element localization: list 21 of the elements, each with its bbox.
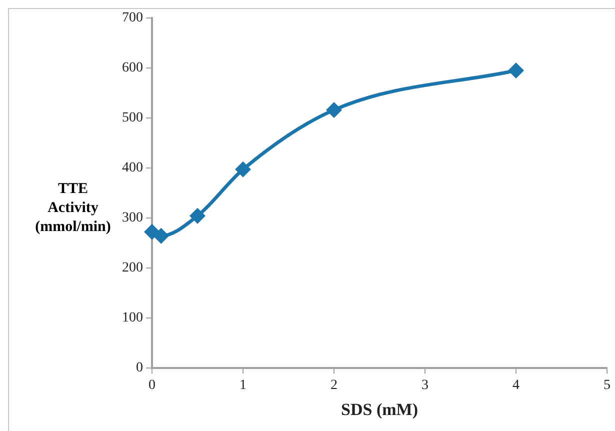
y-tick-label: 400 bbox=[122, 160, 143, 176]
x-axis-title: SDS (mM) bbox=[341, 400, 418, 420]
y-tick-label: 300 bbox=[122, 210, 143, 226]
x-tick-label: 3 bbox=[422, 378, 428, 393]
x-tick-label: 0 bbox=[148, 378, 156, 393]
x-tick-label: 2 bbox=[330, 378, 338, 393]
point bbox=[326, 102, 342, 118]
y-tick-label: 100 bbox=[122, 310, 143, 326]
y-tick-label: 600 bbox=[122, 60, 143, 76]
point bbox=[153, 228, 170, 244]
y-tick-label: 200 bbox=[122, 260, 143, 276]
y-tick-label: 500 bbox=[122, 110, 143, 126]
y-tick-label: 0 bbox=[136, 360, 143, 376]
point bbox=[190, 208, 206, 224]
point bbox=[508, 62, 524, 78]
x-tick-label: 1 bbox=[240, 378, 246, 393]
point bbox=[235, 161, 251, 178]
y-axis-title: TTE Activity (mmol/min) bbox=[35, 181, 111, 235]
x-tick-label: 4 bbox=[512, 378, 520, 393]
y-tick-label: 700 bbox=[122, 10, 143, 26]
x-tick-label: 5 bbox=[604, 378, 610, 393]
